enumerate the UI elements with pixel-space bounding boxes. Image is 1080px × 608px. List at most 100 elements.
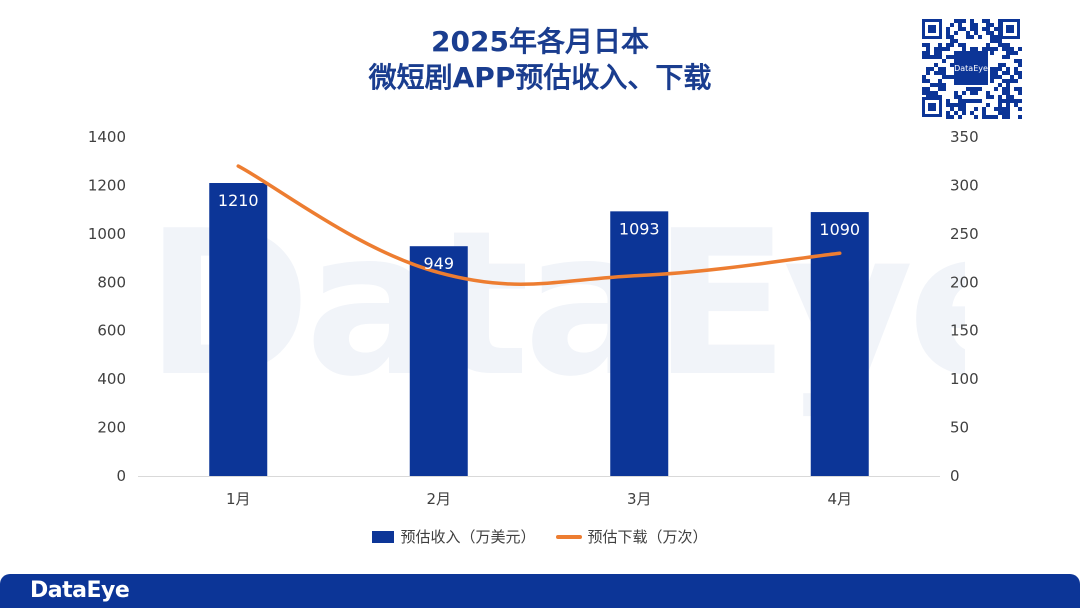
qr-module — [986, 31, 990, 35]
x-tick-label: 1月 — [226, 490, 251, 508]
qr-module — [950, 75, 954, 79]
qr-module — [1006, 95, 1010, 99]
qr-module — [1006, 47, 1010, 51]
qr-module — [958, 27, 962, 31]
qr-module — [1002, 111, 1006, 115]
qr-module — [990, 47, 994, 51]
qr-module — [922, 75, 926, 79]
qr-module — [1006, 43, 1010, 47]
qr-module — [962, 107, 966, 111]
qr-module — [1006, 111, 1010, 115]
qr-module — [994, 39, 998, 43]
y-left-tick-label: 1400 — [88, 128, 126, 146]
y-right-tick-label: 250 — [950, 225, 979, 243]
qr-module — [950, 35, 954, 39]
y-right-tick-label: 350 — [950, 128, 979, 146]
y-right-tick-label: 300 — [950, 176, 979, 194]
qr-module — [958, 107, 962, 111]
y-left-tick-label: 200 — [97, 419, 126, 437]
series-line-downloads — [236, 164, 842, 286]
qr-module — [962, 99, 966, 103]
qr-module — [938, 47, 942, 51]
qr-module — [998, 75, 1002, 79]
legend-item-downloads: 预估下载（万次） — [555, 526, 708, 547]
qr-module — [962, 47, 966, 51]
qr-module — [986, 43, 990, 47]
legend-swatch-revenue — [372, 530, 395, 543]
bar — [209, 183, 268, 476]
qr-module — [1006, 79, 1010, 83]
qr-module — [954, 95, 958, 99]
qr-module — [922, 91, 926, 95]
qr-module — [1002, 115, 1006, 119]
qr-module — [998, 111, 1002, 115]
bar-data-label: 1093 — [619, 219, 660, 238]
qr-module — [942, 83, 946, 87]
qr-module — [942, 87, 946, 91]
qr-module — [938, 43, 942, 47]
qr-module — [938, 79, 942, 83]
qr-module — [946, 47, 950, 51]
qr-module — [1002, 79, 1006, 83]
qr-module — [998, 95, 1002, 99]
y-right-tick-label: 150 — [950, 322, 979, 340]
qr-module — [942, 71, 946, 75]
x-tick-label: 4月 — [827, 490, 852, 508]
bar-data-label: 1090 — [819, 220, 860, 239]
qr-module — [970, 111, 974, 115]
qr-module — [926, 67, 930, 71]
qr-module — [930, 91, 934, 95]
qr-module — [1014, 103, 1018, 107]
qr-module — [986, 23, 990, 27]
qr-module — [970, 87, 974, 91]
qr-module — [938, 51, 942, 55]
bar-data-label: 1210 — [218, 191, 259, 210]
qr-module — [1014, 71, 1018, 75]
qr-module — [926, 91, 930, 95]
qr-module — [1018, 115, 1022, 119]
qr-module — [1010, 95, 1014, 99]
qr-module — [946, 55, 950, 59]
qr-module — [962, 91, 966, 95]
qr-module — [974, 87, 978, 91]
qr-module — [994, 47, 998, 51]
qr-module — [970, 23, 974, 27]
qr-module — [1002, 99, 1006, 103]
qr-module — [966, 99, 970, 103]
qr-module — [1018, 107, 1022, 111]
qr-module — [930, 83, 934, 87]
qr-module — [1006, 107, 1010, 111]
qr-module — [986, 19, 990, 23]
qr-module — [938, 67, 942, 71]
qr-module — [1006, 115, 1010, 119]
qr-module — [958, 99, 962, 103]
qr-module — [966, 31, 970, 35]
qr-module — [998, 67, 1002, 71]
y-left-tick-label: 400 — [97, 370, 126, 388]
qr-module — [1006, 87, 1010, 91]
qr-module — [982, 27, 986, 31]
qr-module — [958, 19, 962, 23]
bar — [409, 246, 468, 476]
qr-module — [978, 35, 982, 39]
qr-module — [1018, 99, 1022, 103]
qr-module — [934, 51, 938, 55]
qr-module — [942, 75, 946, 79]
x-tick-label: 3月 — [627, 490, 652, 508]
qr-module — [970, 91, 974, 95]
qr-module — [1010, 51, 1014, 55]
qr-module — [938, 55, 942, 59]
qr-module — [950, 55, 954, 59]
qr-module — [974, 99, 978, 103]
qr-module — [1018, 47, 1022, 51]
qr-module — [1018, 71, 1022, 75]
qr-module — [922, 51, 926, 55]
qr-module — [1002, 55, 1006, 59]
qr-module — [974, 107, 978, 111]
qr-module — [994, 71, 998, 75]
qr-module — [990, 95, 994, 99]
qr-module — [934, 63, 938, 67]
qr-module — [946, 75, 950, 79]
qr-module — [1018, 91, 1022, 95]
qr-module — [998, 43, 1002, 47]
